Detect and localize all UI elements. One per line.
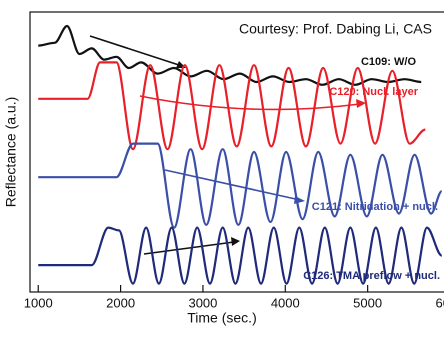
arrow [139, 95, 361, 111]
x-tick-label: 2000 [106, 295, 135, 310]
x-tick-label: 4000 [271, 295, 300, 310]
arrow [143, 241, 235, 255]
arrowhead [356, 99, 366, 108]
x-tick-label: 1000 [24, 295, 53, 310]
series-line [38, 226, 443, 285]
x-tick-label: 6000 [436, 295, 444, 310]
series-line [38, 142, 443, 229]
x-axis-label: Time (sec.) [187, 310, 256, 326]
series-label: C121: Nitridation + nucl. [312, 201, 438, 213]
credit: Courtesy: Prof. Dabing Li, CAS [239, 21, 432, 37]
arrow [89, 35, 183, 67]
y-axis-label: Reflectance (a.u.) [3, 97, 19, 208]
series-line [38, 61, 426, 151]
plot-frame [29, 11, 444, 293]
series-label: C120: Nucl. layer [329, 86, 418, 98]
series-label: C109: W/O [361, 56, 416, 68]
x-tick-label: 3000 [188, 295, 217, 310]
arrowhead [231, 237, 240, 246]
series-label: C126: TMA preflow + nucl. [303, 270, 440, 282]
x-tick-label: 5000 [353, 295, 382, 310]
